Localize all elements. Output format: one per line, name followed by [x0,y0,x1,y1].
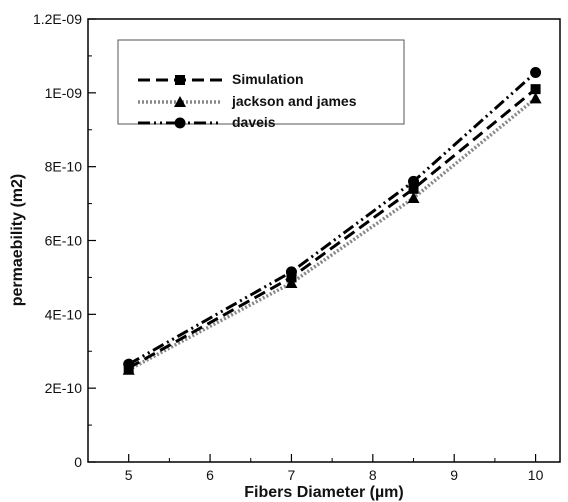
y-tick-label: 1E-09 [45,85,83,101]
data-point-2-0 [123,358,135,370]
series-markers [122,67,542,375]
y-tick-label: 8E-10 [45,159,83,175]
y-tick-label: 2E-10 [45,380,83,396]
y-tick-label: 1.2E-09 [33,11,82,27]
data-point-0-3 [530,84,541,95]
series-line-2 [127,71,537,366]
data-point-0-1 [286,272,297,283]
series-line-1 [127,97,537,372]
x-tick-label: 6 [206,467,214,483]
legend-box [117,39,405,125]
series-lines [127,71,537,372]
axis-ticks: 5 6 7 8 9 10 0 2E-10 4E-10 6E-10 8E-10 1E-09 1.2E-09 [33,11,544,483]
data-point-1-3 [529,92,542,104]
legend-label-jackson-and-james: jackson and james [231,93,357,109]
x-tick-label: 5 [125,467,133,483]
x-tick-label: 9 [450,467,458,483]
legend-marker-2 [174,117,186,129]
series-line-0 [127,87,537,370]
y-tick-label: 0 [74,454,82,470]
data-point-2-1 [285,266,297,278]
x-tick-label: 8 [369,467,377,483]
legend-marker-0 [175,75,185,85]
data-point-2-2 [408,175,420,187]
y-tick-label: 6E-10 [45,233,83,249]
legend-label-simulation: Simulation [232,71,304,87]
legend-label-daveis: daveis [232,114,276,130]
y-axis-title: permaebility (m2) [9,174,26,306]
legend: Simulation jackson and james daveis [117,39,405,130]
data-point-2-3 [530,67,542,79]
data-point-0-2 [408,183,419,194]
data-point-1-2 [407,192,420,204]
legend-items [138,75,222,129]
legend-marker-1 [174,96,186,107]
x-axis-title: Fibers Diameter (µm) [244,484,403,501]
x-tick-label: 10 [528,467,544,483]
data-point-1-1 [285,276,298,288]
y-tick-label: 4E-10 [45,306,83,322]
x-tick-label: 7 [288,467,296,483]
